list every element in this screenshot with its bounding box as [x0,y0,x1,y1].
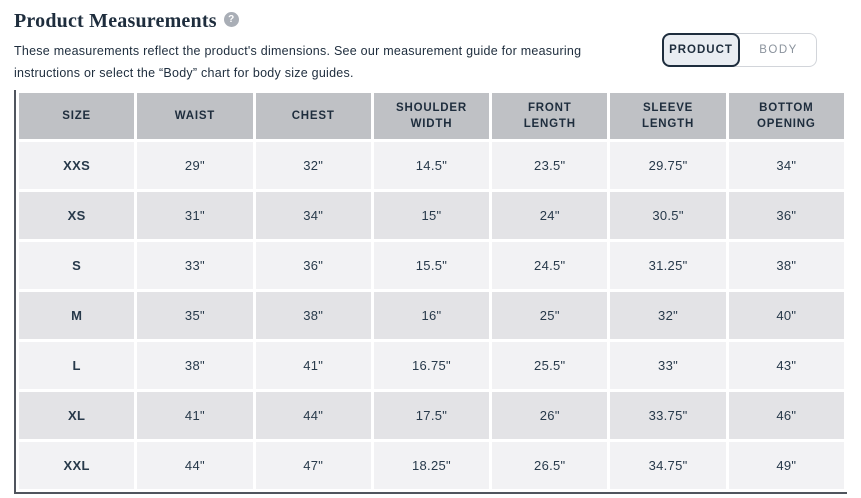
value-cell: 44" [255,392,371,439]
table-row: XL 41" 44" 17.5" 26" 33.75" 46" [19,392,844,439]
product-toggle-button[interactable]: PRODUCT [662,33,740,67]
column-header: BOTTOM OPENING [728,93,844,139]
chart-type-toggle: PRODUCT BODY [662,33,817,67]
size-cell: XS [19,192,135,239]
value-cell: 26.5" [492,442,608,489]
table-row: M 35" 38" 16" 25" 32" 40" [19,292,844,339]
body-toggle-button[interactable]: BODY [733,33,817,67]
table-row: XXS 29" 32" 14.5" 23.5" 29.75" 34" [19,142,844,189]
value-cell: 25" [492,292,608,339]
value-cell: 32" [610,292,726,339]
info-icon[interactable]: ? [223,12,239,27]
size-cell: S [19,242,135,289]
value-cell: 49" [728,442,844,489]
column-header: SLEEVE LENGTH [610,93,726,139]
size-cell: XL [19,392,135,439]
size-cell: XXS [19,142,135,189]
value-cell: 24.5" [492,242,608,289]
value-cell: 38" [137,342,253,389]
measurements-table: SIZE WAIST CHEST SHOULDER WIDTH FRONT LENGTH… [14,90,847,494]
value-cell: 29.75" [610,142,726,189]
size-cell: M [19,292,135,339]
value-cell: 38" [728,242,844,289]
value-cell: 40" [728,292,844,339]
column-header: FRONT LENGTH [492,93,608,139]
value-cell: 30.5" [610,192,726,239]
column-header: SHOULDER WIDTH [373,93,490,139]
value-cell: 15.5" [373,242,490,289]
table-row: XXL 44" 47" 18.25" 26.5" 34.75" 49" [19,442,844,489]
table-row: S 33" 36" 15.5" 24.5" 31.25" 38" [19,242,844,289]
value-cell: 44" [137,442,253,489]
value-cell: 47" [255,442,371,489]
value-cell: 25.5" [492,342,608,389]
value-cell: 33" [137,242,253,289]
value-cell: 23.5" [492,142,608,189]
value-cell: 38" [255,292,371,339]
table-row: XS 31" 34" 15" 24" 30.5" 36" [19,192,844,239]
column-header: SIZE [19,93,135,139]
value-cell: 16.75" [373,342,490,389]
value-cell: 36" [255,242,371,289]
value-cell: 34.75" [610,442,726,489]
value-cell: 32" [255,142,371,189]
size-cell: XXL [19,442,135,489]
value-cell: 33" [610,342,726,389]
value-cell: 33.75" [610,392,726,439]
description-line-2: instructions or select the “Body” chart … [14,66,354,80]
value-cell: 29" [137,142,253,189]
value-cell: 16" [373,292,490,339]
measurements-table-container: SIZE WAIST CHEST SHOULDER WIDTH FRONT LENGTH… [14,90,847,494]
value-cell: 43" [728,342,844,389]
column-header: CHEST [255,93,371,139]
size-guide-header: Product Measurements ? These measurement… [0,0,861,84]
value-cell: 18.25" [373,442,490,489]
value-cell: 34" [728,142,844,189]
value-cell: 15" [373,192,490,239]
value-cell: 34" [255,192,371,239]
column-header: WAIST [137,93,253,139]
value-cell: 17.5" [373,392,490,439]
value-cell: 41" [137,392,253,439]
value-cell: 36" [728,192,844,239]
value-cell: 26" [492,392,608,439]
size-cell: L [19,342,135,389]
description: These measurements reflect the product's… [14,40,847,84]
value-cell: 14.5" [373,142,490,189]
page-title: Product Measurements [14,10,217,32]
value-cell: 24" [492,192,608,239]
table-row: L 38" 41" 16.75" 25.5" 33" 43" [19,342,844,389]
value-cell: 46" [728,392,844,439]
value-cell: 41" [255,342,371,389]
value-cell: 35" [137,292,253,339]
description-line-1: These measurements reflect the product's… [14,44,582,58]
value-cell: 31" [137,192,253,239]
value-cell: 31.25" [610,242,726,289]
table-header-row: SIZE WAIST CHEST SHOULDER WIDTH FRONT LENGTH… [19,93,844,139]
